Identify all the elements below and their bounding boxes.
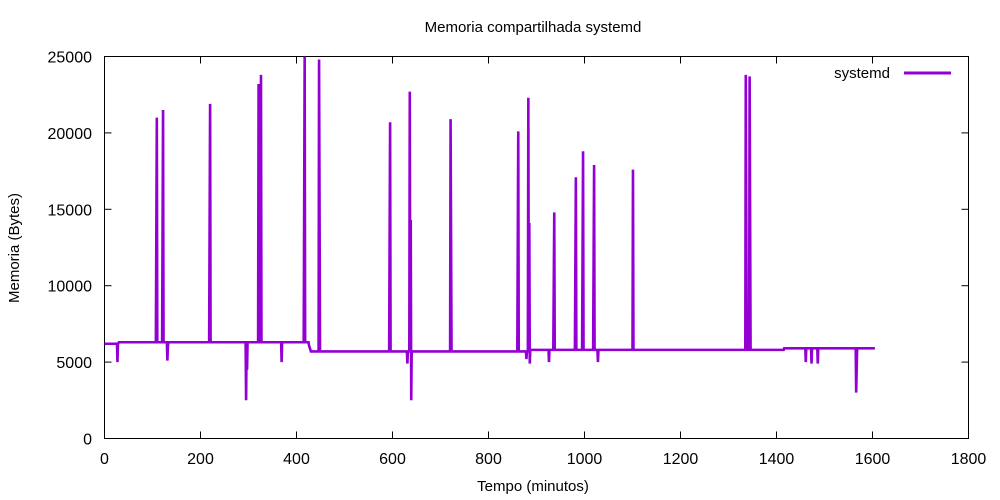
x-tick-label: 1000: [567, 451, 603, 468]
x-tick-label: 1400: [759, 451, 795, 468]
y-tick-label: 25000: [48, 50, 93, 67]
y-tick-label: 5000: [56, 355, 92, 372]
y-tick-label: 15000: [48, 202, 93, 219]
x-tick-label: 1200: [663, 451, 699, 468]
legend: systemd: [834, 65, 951, 82]
x-tick-label: 1800: [951, 451, 987, 468]
x-tick-label: 0: [100, 451, 109, 468]
axis-tick-labels: 0 200 400 600 800 1000 1200 1400 1600 1800 0 5000 10…: [48, 50, 987, 469]
axis-ticks: [104, 56, 969, 439]
series-layer: [104, 56, 875, 401]
chart-title: Memoria compartilhada systemd: [425, 19, 642, 36]
x-tick-label: 600: [379, 451, 406, 468]
x-tick-label: 400: [283, 451, 310, 468]
y-axis-title: Memoria (Bytes): [6, 193, 23, 303]
x-tick-label: 200: [187, 451, 214, 468]
legend-label-systemd: systemd: [834, 65, 890, 82]
x-axis-title: Tempo (minutos): [477, 478, 589, 495]
y-tick-label: 10000: [48, 279, 93, 296]
x-tick-label: 800: [475, 451, 502, 468]
y-tick-label: 20000: [48, 126, 93, 143]
y-tick-label: 0: [83, 432, 92, 449]
x-tick-label: 1600: [855, 451, 891, 468]
series-line-systemd: [104, 56, 875, 401]
plot-area-border: [104, 56, 969, 439]
